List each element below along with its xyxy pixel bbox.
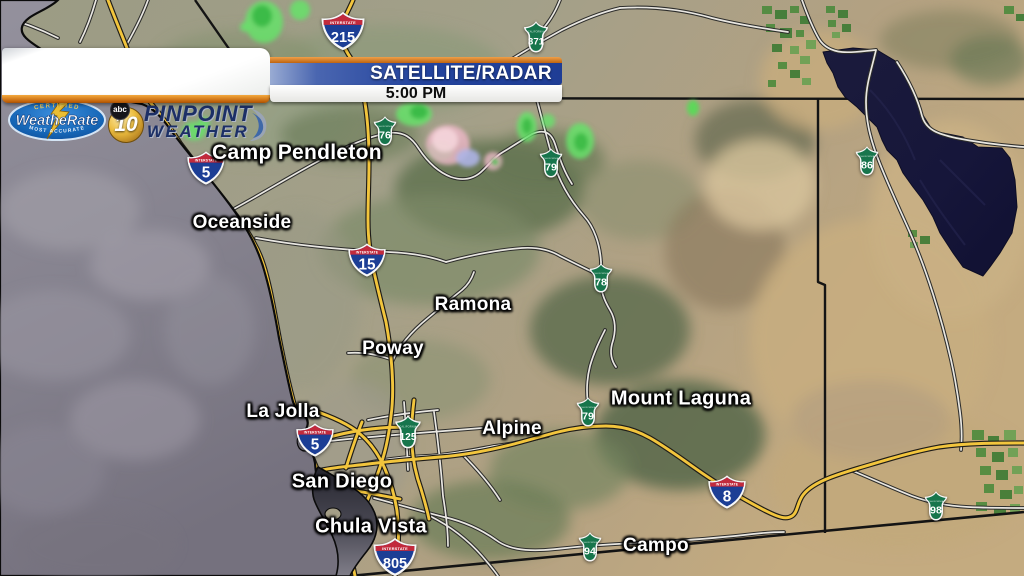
- interstate-8-shield: INTERSTATE 8: [707, 475, 747, 510]
- radar-cell: [432, 128, 458, 152]
- svg-text:79: 79: [545, 161, 557, 173]
- highway-371-shield: CALIFORNIA 371: [520, 20, 552, 53]
- city-label-campo: Campo: [623, 535, 689, 556]
- svg-text:94: 94: [584, 545, 596, 557]
- interstate-5-shield: INTERSTATE 5: [295, 423, 335, 458]
- interstate-5-shield: INTERSTATE 5: [186, 151, 226, 186]
- city-label-ramona: Ramona: [434, 294, 512, 315]
- highway-76-shield: CALIFORNIA 76: [370, 116, 400, 147]
- interstate-805-shield: INTERSTATE 805: [372, 537, 418, 576]
- logo-orange-stripe: [2, 95, 270, 103]
- svg-text:INTERSTATE: INTERSTATE: [382, 547, 408, 551]
- svg-text:76: 76: [379, 129, 391, 141]
- svg-text:78: 78: [595, 276, 607, 288]
- city-label-alpine: Alpine: [482, 418, 542, 439]
- svg-text:79: 79: [582, 410, 594, 422]
- radar-cell: [252, 5, 272, 27]
- highway-79-shield: CALIFORNIA 79: [573, 397, 603, 428]
- svg-text:CALIFORNIA: CALIFORNIA: [580, 406, 595, 409]
- svg-text:INTERSTATE: INTERSTATE: [356, 251, 379, 255]
- radar-cell: [290, 0, 310, 20]
- city-label-mount-laguna: Mount Laguna: [610, 387, 752, 410]
- city-label-camp-pendleton: Camp Pendleton: [212, 141, 382, 164]
- svg-text:MOST ACCURATE: MOST ACCURATE: [28, 125, 85, 135]
- svg-text:8: 8: [723, 489, 732, 506]
- radar-cell: [687, 100, 699, 116]
- terrain-texture: [160, 10, 1024, 560]
- weatherate-certified-logo: CERTIFIED WeatheRate MOST ACCURATE: [8, 99, 106, 141]
- timestamp: 5:00 PM: [270, 85, 562, 102]
- san-diego-bay: [311, 465, 378, 576]
- city-label-la-jolla: La Jolla: [246, 401, 320, 422]
- highway-94-shield: CALIFORNIA 94: [575, 532, 605, 563]
- graphic-title: SATELLITE/RADAR: [270, 63, 562, 85]
- svg-text:WeatheRate: WeatheRate: [16, 113, 99, 129]
- highway-125-shield: CALIFORNIA 125: [391, 414, 425, 449]
- radar-cell: [456, 149, 480, 167]
- svg-text:CALIFORNIA: CALIFORNIA: [582, 541, 597, 544]
- logo-swoosh-icon: [249, 108, 267, 141]
- radar-cell: [574, 133, 588, 151]
- svg-text:CALIFORNIA: CALIFORNIA: [859, 155, 874, 158]
- radar-cell: [491, 158, 499, 166]
- svg-text:CALIFORNIA: CALIFORNIA: [377, 125, 392, 128]
- salton-sea: [822, 47, 1018, 277]
- svg-text:371: 371: [528, 37, 545, 48]
- abc-logo-icon: abc: [110, 100, 130, 120]
- radar-cell: [240, 22, 250, 32]
- city-label-chula-vista: Chula Vista: [315, 515, 427, 538]
- pinpoint-weather-wordmark: PINPOINT WEATHER: [144, 101, 270, 141]
- pacific-ocean: [0, 0, 352, 576]
- station-logo-panel: CERTIFIED WeatheRate MOST ACCURATE 10 ab…: [2, 48, 270, 143]
- highway-79-shield: CALIFORNIA 79: [536, 148, 566, 179]
- svg-text:INTERSTATE: INTERSTATE: [304, 431, 327, 435]
- highway-98-shield: CALIFORNIA 98: [921, 491, 951, 522]
- svg-text:98: 98: [930, 504, 942, 516]
- coronado-island: [324, 507, 342, 521]
- svg-text:CALIFORNIA: CALIFORNIA: [528, 31, 544, 34]
- radar-precipitation: [182, 0, 699, 170]
- svg-text:CERTIFIED: CERTIFIED: [34, 103, 81, 111]
- interstate-15-shield: INTERSTATE 15: [347, 243, 387, 278]
- city-label-san-diego: San Diego: [291, 470, 393, 493]
- svg-text:15: 15: [358, 257, 376, 274]
- highway-78-shield: CALIFORNIA 78: [586, 263, 616, 294]
- svg-text:INTERSTATE: INTERSTATE: [330, 21, 356, 25]
- city-label-poway: Poway: [362, 338, 424, 359]
- svg-text:805: 805: [383, 556, 407, 572]
- radar-cell: [410, 105, 428, 119]
- svg-text:CALIFORNIA: CALIFORNIA: [543, 157, 558, 160]
- svg-text:CALIFORNIA: CALIFORNIA: [399, 425, 416, 428]
- interstate-215-shield: INTERSTATE 215: [320, 11, 366, 51]
- city-label-oceanside: Oceanside: [192, 212, 292, 233]
- svg-text:5: 5: [311, 437, 320, 454]
- svg-text:5: 5: [202, 165, 211, 182]
- radar-cell: [541, 114, 555, 128]
- svg-text:INTERSTATE: INTERSTATE: [195, 159, 218, 163]
- svg-text:INTERSTATE: INTERSTATE: [716, 483, 739, 487]
- highway-86-shield: CALIFORNIA 86: [852, 146, 882, 177]
- radar-cell: [522, 118, 532, 134]
- svg-text:215: 215: [331, 30, 355, 46]
- svg-text:86: 86: [861, 159, 873, 171]
- svg-text:CALIFORNIA: CALIFORNIA: [928, 500, 943, 503]
- weather-text: WEATHER: [147, 122, 250, 141]
- radar-cell: [198, 117, 210, 129]
- pinpoint-text: PINPOINT: [144, 101, 252, 126]
- banner-orange-stripe: [270, 57, 562, 63]
- marine-layer-clouds: [0, 170, 255, 576]
- mexico-border-line: [336, 510, 1024, 576]
- svg-text:125: 125: [400, 432, 417, 443]
- svg-text:CALIFORNIA: CALIFORNIA: [593, 272, 608, 275]
